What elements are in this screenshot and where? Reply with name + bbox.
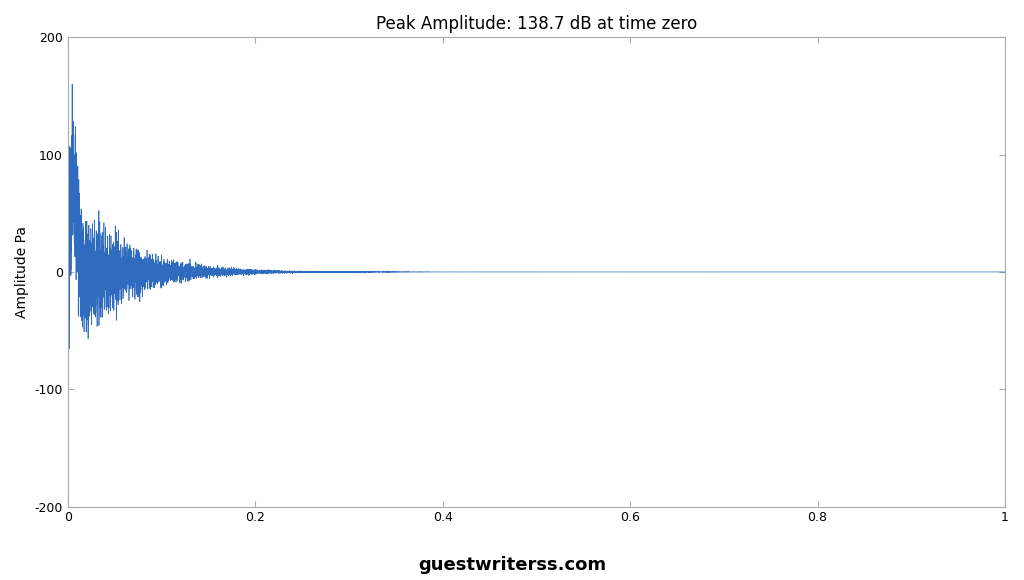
Y-axis label: Amplitude Pa: Amplitude Pa — [15, 226, 29, 318]
Text: guestwriterss.com: guestwriterss.com — [418, 556, 606, 574]
Title: Peak Amplitude: 138.7 dB at time zero: Peak Amplitude: 138.7 dB at time zero — [376, 15, 697, 33]
